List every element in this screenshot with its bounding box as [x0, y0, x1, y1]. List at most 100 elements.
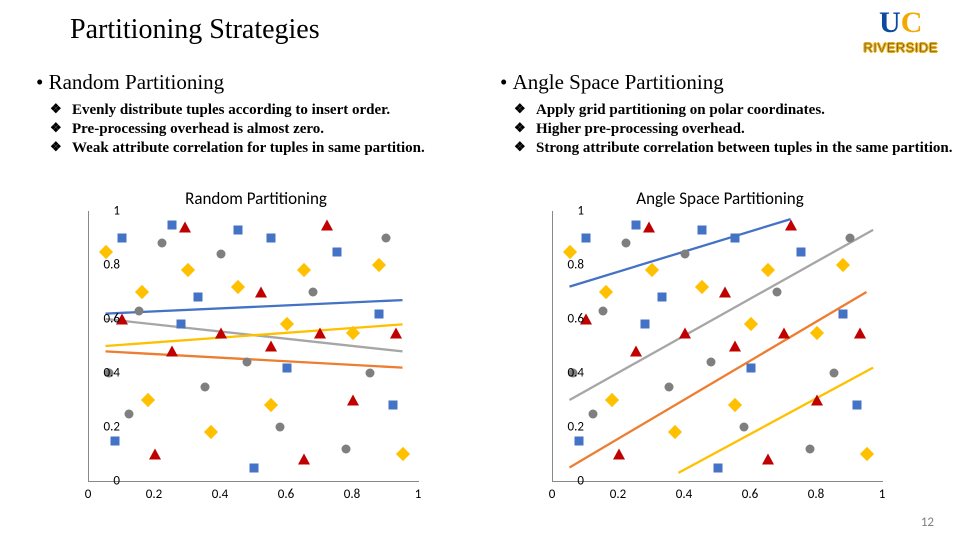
- data-point-yellow: [859, 447, 873, 461]
- data-point-yellow: [668, 425, 682, 439]
- chart1-plot: [88, 211, 419, 482]
- data-point-yellow: [204, 425, 218, 439]
- data-point-yellow: [296, 263, 310, 277]
- data-point-yellow: [810, 325, 824, 339]
- x-tick-label: 0: [85, 487, 92, 502]
- y-tick-label: 0.2: [544, 420, 584, 435]
- data-point-yellow: [346, 325, 360, 339]
- trend-line: [678, 368, 873, 473]
- trend-line: [570, 292, 867, 468]
- data-point-blue: [111, 436, 120, 445]
- data-point-blue: [177, 320, 186, 329]
- right-bullets: Apply grid partitioning on polar coordin…: [500, 101, 960, 159]
- data-point-red: [347, 395, 359, 406]
- data-point-gray: [365, 369, 374, 378]
- data-point-yellow: [599, 285, 613, 299]
- right-bullet: Higher pre-processing overhead.: [532, 120, 960, 139]
- data-point-blue: [697, 225, 706, 234]
- data-point-yellow: [98, 244, 112, 258]
- data-point-gray: [806, 444, 815, 453]
- data-point-red: [149, 449, 161, 460]
- x-tick-label: 1: [415, 487, 422, 502]
- data-point-blue: [582, 234, 591, 243]
- left-heading-text: Random Partitioning: [49, 70, 225, 94]
- data-point-red: [613, 449, 625, 460]
- x-tick-label: 0.4: [676, 487, 692, 502]
- data-point-yellow: [181, 263, 195, 277]
- data-point-red: [630, 346, 642, 357]
- data-point-gray: [134, 306, 143, 315]
- trend-lines: [89, 211, 419, 481]
- slide-title: Partitioning Strategies: [70, 14, 320, 46]
- chart-random-partitioning: Random Partitioning 00.20.40.60.8100.20.…: [36, 188, 476, 513]
- logo-uc: UC: [863, 8, 938, 38]
- data-point-yellow: [760, 263, 774, 277]
- data-point-blue: [747, 363, 756, 372]
- data-point-blue: [233, 225, 242, 234]
- x-tick-label: 0.2: [610, 487, 626, 502]
- data-point-red: [762, 454, 774, 465]
- data-point-blue: [631, 220, 640, 229]
- data-point-red: [298, 454, 310, 465]
- data-point-yellow: [562, 244, 576, 258]
- data-point-yellow: [280, 317, 294, 331]
- y-tick-label: 0.8: [544, 258, 584, 273]
- data-point-blue: [641, 320, 650, 329]
- data-point-red: [321, 219, 333, 230]
- chart2-plot-area: 00.20.40.60.8100.20.40.60.81: [552, 211, 922, 513]
- trend-line: [570, 230, 874, 400]
- data-point-gray: [681, 250, 690, 259]
- data-point-red: [719, 287, 731, 298]
- x-tick-label: 0.2: [146, 487, 162, 502]
- data-point-yellow: [727, 398, 741, 412]
- x-tick-label: 0.8: [808, 487, 824, 502]
- x-tick-label: 0.4: [212, 487, 228, 502]
- data-point-gray: [217, 250, 226, 259]
- y-tick-label: 1: [544, 204, 584, 219]
- left-bullet: Weak attribute correlation for tuples in…: [68, 139, 496, 158]
- data-point-red: [811, 395, 823, 406]
- data-point-blue: [575, 436, 584, 445]
- data-point-red: [255, 287, 267, 298]
- data-point-red: [166, 346, 178, 357]
- data-point-blue: [332, 247, 341, 256]
- data-point-blue: [375, 309, 384, 318]
- logo-riverside: RIVERSIDE: [863, 40, 938, 55]
- data-point-yellow: [744, 317, 758, 331]
- data-point-blue: [283, 363, 292, 372]
- data-point-yellow: [263, 398, 277, 412]
- data-point-yellow: [141, 393, 155, 407]
- left-bullets: Evenly distribute tuples according to in…: [36, 101, 496, 159]
- data-point-red: [729, 341, 741, 352]
- data-point-red: [643, 222, 655, 233]
- data-point-gray: [598, 306, 607, 315]
- left-heading: • Random Partitioning: [36, 70, 496, 95]
- data-point-red: [314, 327, 326, 338]
- page-number: 12: [921, 515, 934, 530]
- data-point-red: [778, 327, 790, 338]
- left-bullet: Pre-processing overhead is almost zero.: [68, 120, 496, 139]
- trend-line: [106, 319, 403, 351]
- data-point-gray: [707, 358, 716, 367]
- data-point-yellow: [645, 263, 659, 277]
- data-point-blue: [118, 234, 127, 243]
- y-tick-label: 0.4: [544, 366, 584, 381]
- data-point-gray: [200, 382, 209, 391]
- chart-angle-space-partitioning: Angle Space Partitioning 00.20.40.60.810…: [500, 188, 940, 513]
- data-point-red: [785, 219, 797, 230]
- y-tick-label: 0.4: [80, 366, 120, 381]
- data-point-blue: [714, 463, 723, 472]
- uc-riverside-logo: UC RIVERSIDE: [863, 8, 938, 55]
- logo-u: U: [879, 6, 901, 39]
- x-tick-label: 0.8: [344, 487, 360, 502]
- data-point-gray: [846, 234, 855, 243]
- data-point-gray: [664, 382, 673, 391]
- trend-lines: [553, 211, 883, 481]
- y-tick-label: 1: [80, 204, 120, 219]
- data-point-yellow: [135, 285, 149, 299]
- trend-line: [106, 324, 403, 346]
- x-tick-label: 0: [549, 487, 556, 502]
- data-point-blue: [193, 293, 202, 302]
- chart2-plot: [552, 211, 883, 482]
- left-column: • Random Partitioning Evenly distribute …: [36, 70, 496, 159]
